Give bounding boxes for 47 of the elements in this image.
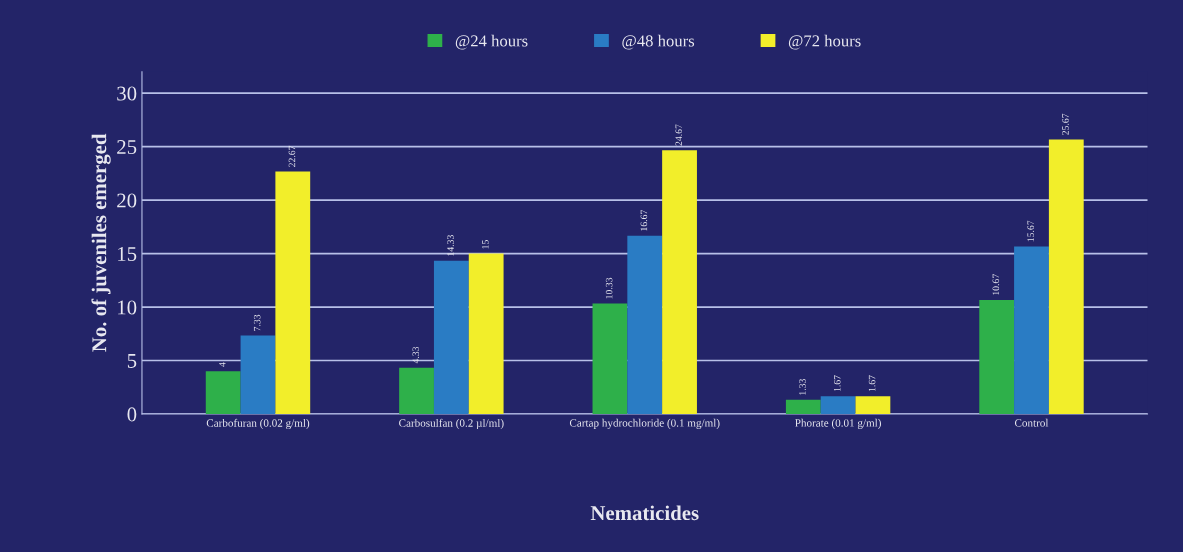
data-label: 25.67 (1062, 113, 1069, 135)
legend-label: @24 hours (455, 34, 528, 50)
bar (399, 367, 434, 414)
legend-label: @72 hours (788, 34, 861, 50)
data-label: 15.67 (1027, 220, 1034, 242)
x-tick-label: Control (1014, 418, 1049, 427)
y-tick-label: 10 (118, 300, 137, 315)
x-tick-label: Carbosulfan (0.2 µl/ml) (399, 418, 504, 430)
y-tick-label: 25 (117, 140, 137, 155)
bar (820, 396, 856, 414)
x-axis-title: Nematicides (590, 505, 699, 521)
data-label: 14.33 (447, 235, 454, 256)
bar (979, 299, 1015, 414)
data-label: 10.33 (605, 277, 613, 299)
y-tick-label: 15 (118, 247, 137, 262)
y-tick-label: 5 (127, 354, 137, 368)
data-label: 24.67 (675, 124, 683, 146)
data-label: 4.33 (412, 346, 420, 364)
bar (433, 260, 469, 414)
data-label: 1.67 (834, 375, 841, 392)
y-axis-title: No. of juveniles emerged (91, 133, 111, 352)
data-label: 1.67 (868, 375, 876, 392)
y-tick-label: 20 (117, 193, 137, 208)
bar (468, 253, 504, 414)
data-label: 16.67 (640, 209, 648, 231)
legend-label: @48 hours (622, 34, 695, 50)
bar (205, 371, 241, 414)
data-label: 1.33 (799, 378, 806, 395)
y-tick-label: 0 (127, 407, 137, 422)
bar (275, 171, 311, 414)
data-label: 7.33 (253, 314, 261, 331)
bar (240, 335, 276, 414)
bar (592, 303, 628, 414)
bar (1014, 246, 1049, 414)
y-tick-label: 30 (117, 86, 137, 101)
x-tick-label: Phorate (0.01 g/ml) (795, 418, 881, 429)
bar (785, 399, 821, 414)
bar (627, 235, 663, 414)
bar (855, 396, 891, 414)
x-tick-label: Carbofuran (0.02 g/ml) (206, 418, 310, 430)
data-label: 15 (482, 240, 489, 249)
data-label: 10.67 (992, 274, 1000, 295)
bar (1048, 139, 1084, 414)
bar (662, 150, 697, 414)
data-label: 22.67 (288, 145, 296, 167)
data-label: 4 (219, 362, 226, 367)
x-tick-label: Cartap hydrochloride (0.1 mg/ml) (569, 418, 720, 429)
